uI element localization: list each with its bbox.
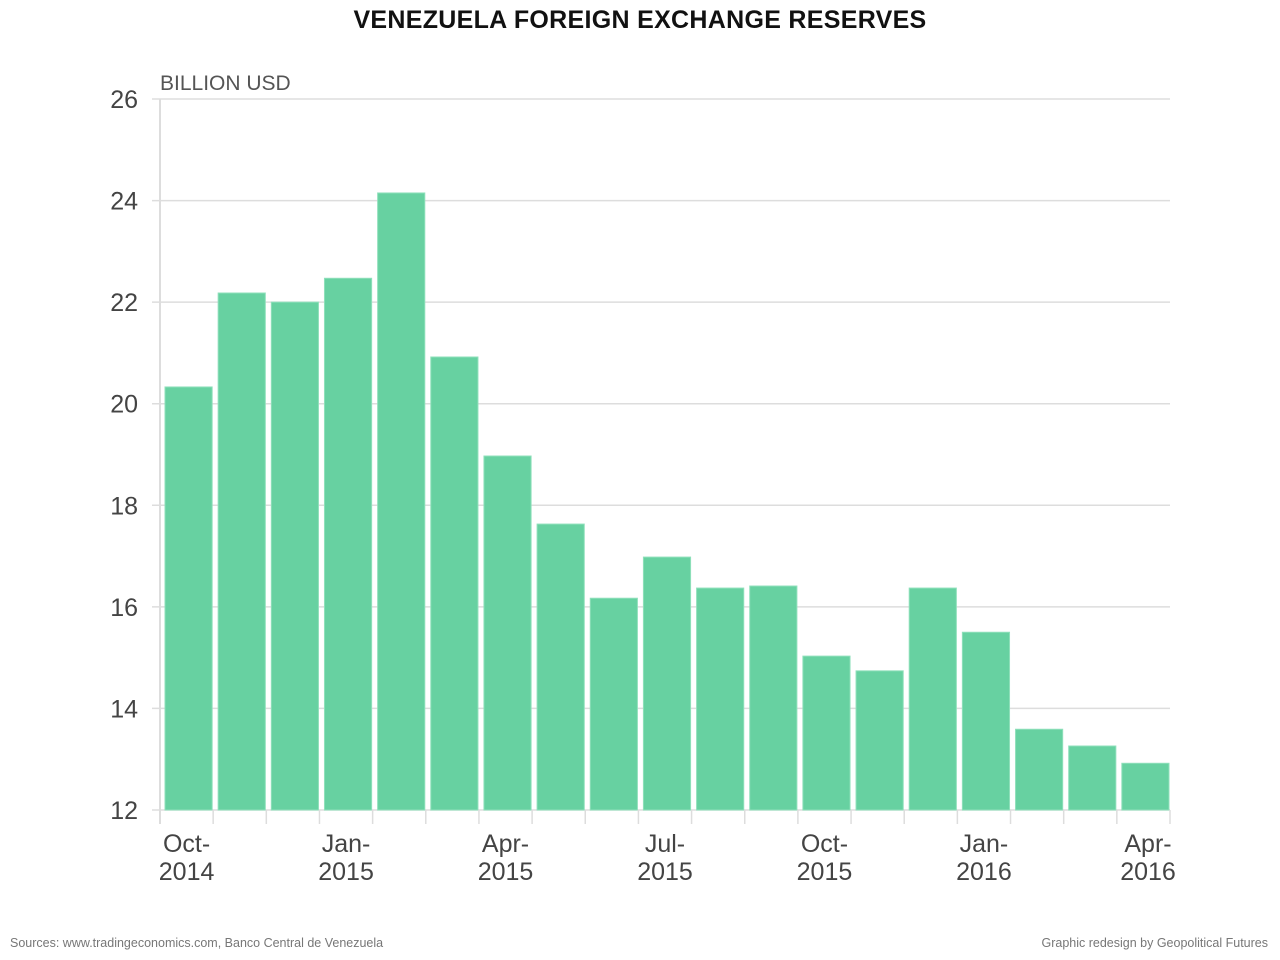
x-tick-label-month: Jan- [960,830,1009,858]
bar-May-2015 [536,523,585,811]
bar-Jan-2015 [323,277,373,811]
y-tick-label: 18 [110,492,138,520]
y-tick-label: 16 [110,594,138,622]
x-tick-label-year: 2014 [159,858,215,886]
bar-Apr-2015 [483,455,532,811]
x-tick-label-month: Jan- [322,830,371,858]
bar-Feb-2015 [377,192,426,811]
bar-Oct-2014 [164,386,213,811]
bar-Jul-2015 [642,556,692,811]
x-tick-label-month: Apr- [482,830,529,858]
sources-note: Sources: www.tradingeconomics.com, Banco… [10,936,384,950]
x-tick-label-year: 2015 [637,858,693,886]
y-tick-label: 12 [110,797,138,825]
bar-Aug-2015 [696,587,745,811]
x-tick-label-year: 2016 [1120,858,1176,886]
bar-Jan-2016 [961,631,1011,811]
x-tick-label-year: 2015 [318,858,374,886]
bar-Nov-2014 [217,292,266,811]
bar-Apr-2016 [1121,762,1170,811]
y-tick-label: 26 [110,86,138,114]
bar-Nov-2015 [855,670,904,811]
bar-Feb-2016 [1015,728,1064,811]
bar-Sep-2015 [749,585,798,811]
y-tick-label: 22 [110,289,138,317]
x-tick-label-month: Jul- [645,830,685,858]
axes: 1214161820222426Oct-2014Jan-2015Apr-2015… [110,86,1176,886]
y-axis-label: BILLION USD [160,72,291,95]
chart-title: VENEZUELA FOREIGN EXCHANGE RESERVES [353,6,927,34]
x-tick-label-month: Oct- [801,830,848,858]
bar-Mar-2016 [1068,745,1117,811]
bar-Dec-2014 [270,301,319,811]
y-tick-label: 20 [110,391,138,419]
bar-Dec-2015 [908,587,957,811]
x-tick-label-year: 2015 [797,858,853,886]
y-tick-label: 24 [110,188,138,216]
y-tick-label: 14 [110,695,138,723]
credit-note: Graphic redesign by Geopolitical Futures [1041,936,1268,950]
x-tick-label-year: 2016 [956,858,1012,886]
x-tick-label-month: Apr- [1124,830,1171,858]
bar-Jun-2015 [589,597,638,811]
bar-Oct-2015 [802,655,851,811]
x-tick-label-month: Oct- [163,830,210,858]
x-tick-label-year: 2015 [478,858,534,886]
bars [164,192,1170,811]
bar-Mar-2015 [430,356,479,811]
